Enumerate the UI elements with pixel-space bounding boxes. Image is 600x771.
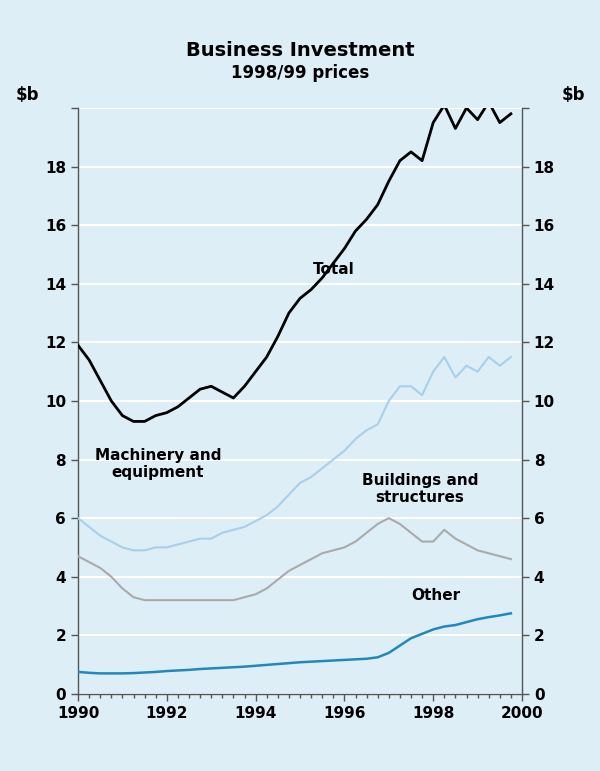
Text: Buildings and
structures: Buildings and structures [362,473,478,505]
Text: Business Investment: Business Investment [185,41,415,59]
Text: Machinery and
equipment: Machinery and equipment [95,448,221,480]
Text: Other: Other [411,588,460,603]
Text: $b: $b [561,86,585,104]
Text: 1998/99 prices: 1998/99 prices [231,64,369,82]
Text: Total: Total [313,261,355,277]
Text: $b: $b [15,86,39,104]
